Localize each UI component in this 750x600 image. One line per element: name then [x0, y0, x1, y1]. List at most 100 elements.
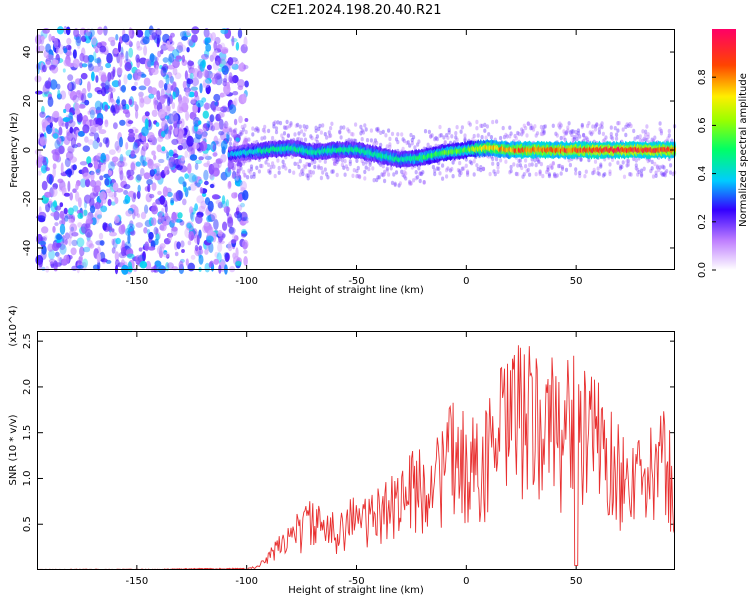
noise-cell — [201, 131, 208, 137]
ridge-halo-cell — [495, 119, 499, 124]
noise-cell — [87, 92, 93, 99]
ridge-halo-cell — [392, 172, 396, 177]
ridge-halo-cell — [435, 136, 439, 142]
ridge-halo-cell — [235, 171, 239, 176]
ridge-halo-cell — [579, 156, 583, 161]
ridge-halo-cell — [626, 162, 631, 167]
noise-cell — [240, 202, 245, 208]
ridge-halo-cell — [447, 130, 451, 135]
ridge-halo-cell — [301, 171, 305, 177]
noise-cell — [97, 260, 101, 271]
ridge-halo-cell — [313, 164, 317, 170]
noise-cell — [85, 215, 91, 224]
ridge-halo-cell — [310, 135, 314, 141]
x-tick-label: -100 — [235, 576, 258, 587]
noise-cell — [87, 81, 91, 92]
noise-cell — [210, 32, 216, 41]
noise-cell — [49, 64, 56, 70]
ridge-halo-cell — [369, 138, 373, 143]
ridge-halo-cell — [356, 165, 360, 171]
noise-cell — [50, 263, 54, 269]
ridge-halo-cell — [588, 130, 592, 135]
ridge-halo-cell — [485, 124, 489, 129]
noise-cell — [174, 126, 179, 136]
ridge-halo-cell — [603, 157, 607, 162]
noise-cell — [236, 166, 241, 175]
ridge-halo-cell — [450, 166, 454, 172]
noise-cell — [172, 91, 176, 100]
ridge-halo-cell — [554, 174, 558, 179]
ridge-halo-cell — [410, 141, 414, 146]
noise-cell — [89, 192, 97, 200]
ridge-halo-cell — [309, 173, 313, 178]
noise-cell — [71, 265, 78, 271]
ridge-halo-cell — [389, 166, 393, 171]
noise-cell — [212, 144, 217, 152]
ridge-halo-cell — [557, 123, 561, 128]
noise-cell — [147, 246, 156, 251]
ridge-halo-cell — [319, 130, 323, 135]
noise-cell — [191, 125, 195, 135]
noise-cell — [198, 254, 204, 265]
ridge-halo-cell — [243, 172, 247, 178]
ridge-halo-cell — [570, 129, 574, 134]
noise-cell — [97, 214, 102, 219]
noise-cell — [148, 93, 155, 99]
noise-cell — [95, 185, 101, 193]
ridge-halo-cell — [628, 122, 632, 127]
noise-cell — [212, 60, 220, 71]
ridge-halo-cell — [521, 130, 525, 135]
ridge-halo-cell — [398, 181, 402, 186]
noise-cell — [155, 122, 160, 127]
noise-cell — [134, 81, 138, 87]
ridge-halo-cell — [560, 165, 565, 170]
ridge-halo-cell — [608, 171, 612, 177]
noise-cell — [149, 53, 155, 63]
ridge-halo-cell — [303, 127, 308, 132]
ridge-halo-cell — [611, 136, 615, 141]
noise-cell — [42, 91, 48, 98]
noise-cell — [218, 130, 225, 136]
noise-cell — [95, 117, 104, 126]
noise-cell — [55, 252, 61, 258]
noise-cell — [52, 133, 59, 139]
noise-cell — [58, 116, 63, 127]
noise-cell — [72, 188, 77, 193]
noise-cell — [121, 246, 126, 257]
ridge-halo-cell — [251, 126, 255, 131]
noise-cell — [185, 110, 190, 121]
noise-cell — [144, 118, 149, 129]
ridge-halo-cell — [300, 129, 304, 134]
noise-cell — [81, 88, 87, 96]
noise-cell — [118, 41, 121, 53]
noise-cell — [36, 63, 40, 70]
noise-cell — [135, 54, 140, 63]
noise-cell — [108, 169, 112, 176]
noise-cell — [211, 162, 220, 171]
ridge-halo-cell — [479, 165, 483, 170]
noise-cell — [202, 153, 209, 159]
ridge-halo-cell — [616, 121, 620, 126]
noise-cell — [81, 93, 87, 104]
ridge-halo-cell — [330, 169, 334, 174]
noise-cell — [170, 214, 177, 224]
noise-cell — [106, 226, 113, 231]
noise-cell — [58, 145, 65, 154]
colorbar-label: Normalized spectral amplitude — [738, 73, 749, 227]
noise-cell — [89, 205, 96, 214]
ridge-halo-cell — [418, 171, 422, 177]
noise-cell — [99, 142, 103, 148]
x-tick-label: 50 — [570, 576, 583, 587]
ridge-halo-cell — [651, 174, 656, 179]
ridge-halo-cell — [547, 172, 552, 177]
y-tick-label: 0.5 — [22, 516, 33, 532]
ridge-halo-cell — [524, 158, 528, 163]
noise-cell — [195, 159, 202, 165]
ridge-halo-cell — [248, 170, 252, 175]
noise-cell — [42, 83, 50, 95]
noise-cell — [75, 191, 80, 202]
ridge-halo-cell — [346, 166, 350, 172]
ridge-halo-cell — [638, 138, 642, 143]
ridge-halo-cell — [286, 133, 290, 138]
ridge-halo-cell — [441, 163, 445, 168]
